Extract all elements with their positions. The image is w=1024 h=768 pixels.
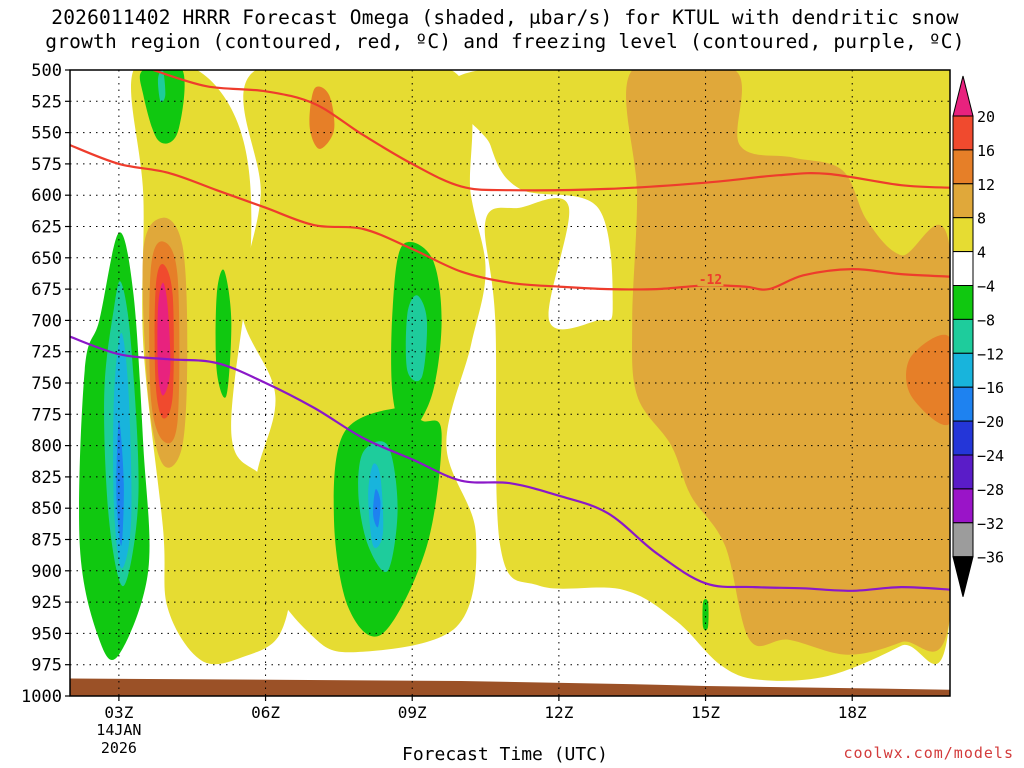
colorbar-label: −24 — [977, 447, 1004, 465]
y-tick-label: 975 — [31, 656, 62, 676]
x-tick-year: 2026 — [101, 739, 137, 757]
omega-region-0 — [131, 70, 291, 665]
y-tick-label: 775 — [31, 405, 62, 425]
y-tick-label: 550 — [31, 124, 62, 144]
colorbar-bin — [952, 522, 974, 558]
omega-region-5 — [309, 86, 335, 149]
colorbar-label: 8 — [977, 210, 986, 228]
y-tick-label: 850 — [31, 499, 62, 519]
colorbar-bin — [952, 115, 974, 151]
y-tick-label: 725 — [31, 343, 62, 363]
colorbar-label: 4 — [977, 244, 986, 262]
chart-title: 2026011402 HRRR Forecast Omega (shaded, … — [0, 6, 1010, 54]
y-tick-label: 575 — [31, 155, 62, 175]
colorbar-bin — [952, 149, 974, 185]
x-tick-label: 12Z — [544, 703, 573, 722]
y-tick-label: 925 — [31, 593, 62, 613]
colorbar-bin — [952, 386, 974, 422]
colorbar-bin — [952, 285, 974, 320]
colorbar-label: −12 — [977, 345, 1004, 363]
colorbar-label: −32 — [977, 515, 1004, 533]
omega-region-15 — [157, 70, 166, 103]
x-tick-label: 06Z — [251, 703, 280, 722]
temp-contour-1 — [70, 144, 950, 291]
x-tick-label: 15Z — [691, 703, 720, 722]
y-tick-label: 1000 — [21, 687, 62, 707]
y-tick-label: 675 — [31, 280, 62, 300]
colorbar-label: −4 — [977, 278, 995, 296]
colorbar-bin — [952, 488, 974, 524]
colorbar-label: −36 — [977, 549, 1004, 567]
omega-region-9 — [157, 282, 171, 396]
chart-title-line-2: growth region (contoured, red, ºC) and f… — [45, 30, 965, 53]
colorbar-label: 12 — [977, 176, 995, 194]
colorbar-bin — [952, 183, 974, 219]
chart-title-line-1: 2026011402 HRRR Forecast Omega (shaded, … — [51, 6, 959, 29]
colorbar-bin — [952, 352, 974, 388]
colorbar-bin — [952, 217, 974, 253]
y-tick-label: 525 — [31, 92, 62, 112]
omega-region-14 — [139, 70, 185, 144]
x-tick-label: 09Z — [398, 703, 427, 722]
colorbar-bin — [952, 420, 974, 456]
y-tick-label: 650 — [31, 249, 62, 269]
y-tick-label: 950 — [31, 624, 62, 644]
colorbar-label: 16 — [977, 142, 995, 160]
colorbar-bottom-arrow — [952, 556, 974, 597]
colorbar-label: 20 — [977, 108, 995, 126]
colorbar-label: −16 — [977, 379, 1004, 397]
temp-contour-0 — [152, 70, 950, 192]
colorbar-bin — [952, 454, 974, 490]
freezing-level-contour — [70, 335, 950, 592]
colorbar-label: −28 — [977, 481, 1004, 499]
x-tick-date: 14JAN — [96, 721, 141, 739]
colorbar-bin — [952, 318, 974, 354]
y-tick-label: 800 — [31, 437, 62, 457]
x-axis-label: Forecast Time (UTC) — [402, 744, 608, 765]
ground-region — [70, 678, 950, 696]
y-tick-label: 700 — [31, 311, 62, 331]
colorbar-label: −8 — [977, 311, 995, 329]
colorbar-bin — [952, 251, 974, 287]
contour-label-bg — [697, 271, 724, 287]
y-tick-label: 900 — [31, 562, 62, 582]
y-tick-label: 500 — [31, 61, 62, 81]
colorbar-top-arrow — [952, 75, 974, 117]
omega-region-23 — [702, 598, 709, 631]
y-tick-label: 825 — [31, 468, 62, 488]
contour-label: -12 — [699, 273, 722, 288]
y-tick-label: 875 — [31, 531, 62, 551]
x-tick-label: 03Z — [104, 703, 133, 722]
y-tick-label: 750 — [31, 374, 62, 394]
y-tick-label: 600 — [31, 186, 62, 206]
omega-region-4 — [906, 334, 950, 426]
omega-region-13 — [116, 420, 124, 546]
y-tick-label: 625 — [31, 218, 62, 238]
omega-region-18 — [405, 295, 428, 382]
colorbar-label: −20 — [977, 413, 1004, 431]
site-credit: coolwx.com/models — [843, 744, 1014, 762]
x-tick-label: 18Z — [838, 703, 867, 722]
